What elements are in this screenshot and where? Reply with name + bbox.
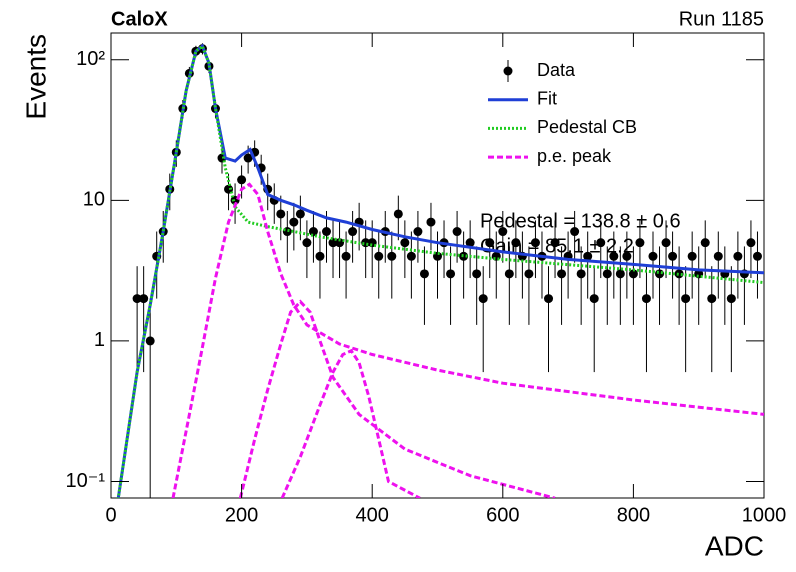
data-point [622, 251, 632, 261]
data-point [700, 238, 710, 248]
data-point [609, 251, 619, 261]
data-point [635, 238, 645, 248]
data-point [648, 251, 658, 261]
data-point [576, 269, 586, 279]
y-tick-label: 10 [83, 189, 105, 211]
y-tick-label: 10⁻¹ [66, 470, 106, 492]
data-point [308, 227, 318, 237]
data-point [485, 238, 495, 248]
data-point [589, 294, 599, 304]
x-tick-label: 200 [225, 504, 258, 526]
data-point [615, 269, 625, 279]
data-point [459, 251, 469, 261]
data-point [478, 294, 488, 304]
data-point [674, 269, 684, 279]
data-point [446, 269, 456, 279]
x-tick-label: 800 [617, 504, 650, 526]
x-axis-label: ADC [705, 530, 764, 561]
data-point [583, 251, 593, 261]
data-point [491, 251, 501, 261]
data-point [746, 238, 756, 248]
legend-label: Pedestal CB [537, 117, 637, 137]
y-tick-label: 1 [94, 329, 105, 351]
data-point [530, 238, 540, 248]
x-tick-label: 1000 [742, 504, 787, 526]
data-point [668, 251, 678, 261]
data-point [641, 294, 651, 304]
y-axis-label: Events [20, 34, 51, 120]
data-point [557, 269, 567, 279]
data-point [465, 238, 475, 248]
data-point [237, 175, 247, 185]
data-point [413, 227, 423, 237]
data-point [302, 238, 312, 248]
data-point [393, 209, 403, 219]
data-point [687, 251, 697, 261]
data-point [707, 294, 717, 304]
data-point [276, 209, 286, 219]
data-point [321, 227, 331, 237]
curve [280, 348, 421, 498]
data-point [374, 251, 384, 261]
data-point [426, 217, 436, 227]
data-point [602, 269, 612, 279]
legend-label: p.e. peak [537, 146, 612, 166]
data-point [289, 217, 299, 227]
chart-title: CaloX [111, 8, 168, 30]
data-point [452, 227, 462, 237]
data-point [550, 238, 560, 248]
legend-label: Data [537, 60, 576, 80]
y-tick-label: 10² [76, 48, 105, 70]
data-point [145, 336, 155, 346]
data-point [315, 251, 325, 261]
data-point [224, 184, 234, 194]
data-point [472, 269, 482, 279]
data-point [295, 209, 305, 219]
data-point [341, 251, 351, 261]
legend-marker [503, 66, 513, 76]
data-point [681, 294, 691, 304]
data-point [596, 238, 606, 248]
data-point [628, 269, 638, 279]
data-point [348, 227, 358, 237]
data-point [661, 238, 671, 248]
x-tick-label: 0 [105, 504, 116, 526]
data-point [713, 251, 723, 261]
plot-area [116, 43, 764, 498]
data-point [544, 294, 554, 304]
data-point [726, 294, 736, 304]
curve [238, 299, 556, 498]
data-point [132, 294, 142, 304]
data-point [400, 238, 410, 248]
data-point [511, 238, 521, 248]
data-point [504, 269, 514, 279]
legend-label: Fit [537, 88, 557, 108]
data-point [139, 294, 149, 304]
data-point [419, 269, 429, 279]
data-point [570, 227, 580, 237]
data-point [524, 269, 534, 279]
data-point [335, 238, 345, 248]
chart-subtitle: Run 1185 [679, 8, 764, 30]
x-tick-label: 400 [356, 504, 389, 526]
curve [171, 182, 764, 498]
data-point [498, 227, 508, 237]
data-point [243, 153, 253, 163]
data-point [406, 251, 416, 261]
data-point [733, 251, 743, 261]
data-point [752, 251, 762, 261]
curve [116, 43, 764, 498]
x-tick-label: 600 [486, 504, 519, 526]
data-point [387, 251, 397, 261]
fit-annotation: Pedestal = 138.8 ± 0.6 [480, 210, 681, 232]
